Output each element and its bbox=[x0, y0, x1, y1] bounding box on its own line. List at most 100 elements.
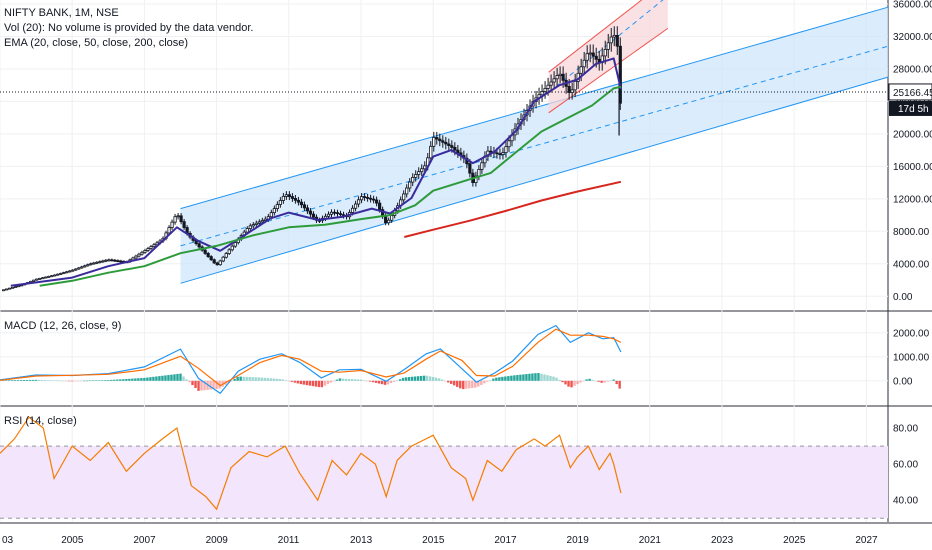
macd-histogram-bar bbox=[146, 377, 149, 381]
macd-histogram-bar bbox=[125, 379, 128, 381]
candle bbox=[41, 277, 45, 280]
macd-histogram-bar bbox=[612, 379, 615, 381]
time-tick-label: 2007 bbox=[133, 535, 156, 546]
macd-histogram-bar bbox=[13, 380, 17, 381]
countdown-badge-text: 17d 5h bbox=[898, 104, 929, 115]
candle bbox=[498, 153, 502, 156]
macd-histogram-bar bbox=[251, 377, 254, 381]
candle bbox=[77, 267, 81, 270]
candle bbox=[206, 252, 210, 257]
macd-histogram-bar bbox=[98, 380, 101, 381]
candle bbox=[227, 249, 231, 254]
time-tick-label: 2025 bbox=[783, 535, 806, 546]
candle bbox=[134, 255, 138, 259]
macd-histogram-bar bbox=[107, 380, 110, 381]
candle bbox=[62, 272, 66, 274]
macd-histogram-bar bbox=[398, 379, 402, 381]
macd-histogram-bar bbox=[326, 380, 330, 385]
candle bbox=[281, 196, 285, 201]
blue-channel-area bbox=[180, 7, 889, 284]
macd-histogram-bar bbox=[558, 379, 561, 381]
candle bbox=[140, 251, 144, 255]
candle bbox=[56, 273, 60, 276]
candle bbox=[290, 196, 294, 199]
last-price-badge[interactable] bbox=[888, 83, 932, 101]
macd-histogram-bar bbox=[447, 380, 450, 383]
time-tick-label: 2019 bbox=[567, 535, 590, 546]
volume-legend[interactable]: Vol (20): No volume is provided by the d… bbox=[4, 22, 254, 34]
candle bbox=[414, 174, 418, 178]
candle bbox=[293, 198, 297, 201]
macd-title[interactable]: MACD (12, 26, close, 9) bbox=[4, 320, 122, 332]
macd-histogram-bar bbox=[16, 380, 20, 381]
macd-histogram-bar bbox=[86, 380, 89, 382]
macd-histogram-bar bbox=[477, 380, 480, 387]
macd-histogram-bar bbox=[579, 380, 582, 383]
candle bbox=[251, 224, 255, 227]
macd-histogram-bar bbox=[582, 380, 585, 382]
macd-histogram-bar bbox=[594, 380, 597, 382]
rsi-band bbox=[0, 446, 888, 519]
macd-histogram-bar bbox=[254, 377, 257, 381]
macd-histogram-bar bbox=[299, 380, 303, 385]
candle bbox=[119, 260, 123, 263]
macd-histogram-bar bbox=[131, 378, 134, 381]
candle bbox=[489, 150, 493, 153]
rsi-title[interactable]: RSI (14, close) bbox=[4, 415, 77, 427]
macd-histogram-bar bbox=[176, 373, 179, 381]
candle bbox=[146, 248, 150, 251]
macd-histogram-bar bbox=[522, 374, 525, 381]
rsi-panel bbox=[0, 416, 888, 519]
macd-histogram-bar bbox=[55, 380, 59, 382]
candle bbox=[555, 75, 559, 80]
candle bbox=[447, 143, 451, 146]
macd-histogram-bar bbox=[320, 380, 324, 388]
macd-tick-label: 1000.00 bbox=[893, 352, 930, 363]
macd-histogram-bar bbox=[236, 376, 239, 381]
candle bbox=[260, 220, 264, 223]
macd-histogram-bar bbox=[149, 377, 152, 381]
macd-histogram-bar bbox=[425, 375, 429, 381]
time-tick-label: 2011 bbox=[278, 535, 300, 546]
macd-histogram-bar bbox=[335, 379, 339, 381]
macd-histogram-bar bbox=[371, 380, 375, 383]
macd-histogram-bar bbox=[365, 380, 369, 382]
candle bbox=[272, 208, 276, 214]
symbol-title[interactable]: NIFTY BANK, 1M, NSE bbox=[4, 7, 119, 19]
rsi-tick-label: 40.00 bbox=[893, 496, 918, 507]
candle bbox=[152, 244, 156, 248]
macd-histogram-bar bbox=[122, 379, 125, 381]
ema-200-line bbox=[404, 180, 622, 238]
macd-histogram-bar bbox=[31, 379, 35, 381]
candle bbox=[209, 256, 213, 261]
macd-histogram-bar bbox=[4, 380, 8, 381]
ema-legend[interactable]: EMA (20, close, 50, close, 200, close) bbox=[4, 37, 189, 49]
time-tick-label: 2027 bbox=[855, 535, 878, 546]
candle bbox=[495, 152, 499, 155]
candle bbox=[359, 196, 364, 201]
candle bbox=[543, 88, 547, 92]
macd-line bbox=[0, 324, 622, 395]
macd-histogram-bar bbox=[83, 380, 86, 382]
macd-histogram-bar bbox=[383, 380, 387, 385]
macd-histogram-bar bbox=[10, 380, 14, 381]
macd-histogram-bar bbox=[513, 375, 516, 381]
candle bbox=[167, 227, 171, 234]
time-tick-label: 2021 bbox=[639, 535, 662, 546]
macd-histogram-bar bbox=[52, 380, 56, 381]
macd-histogram-bar bbox=[362, 380, 366, 381]
rsi-tick-label: 60.00 bbox=[893, 460, 918, 471]
macd-histogram-bar bbox=[182, 376, 185, 381]
price-tick-label: 28000.00 bbox=[893, 64, 932, 75]
macd-histogram-bar bbox=[104, 380, 107, 381]
channel-upper-line bbox=[180, 6, 889, 210]
candle bbox=[230, 245, 234, 251]
candle bbox=[38, 277, 42, 280]
macd-histogram-bar bbox=[437, 378, 441, 381]
macd-histogram-bar bbox=[167, 375, 170, 381]
macd-histogram-bar bbox=[453, 380, 456, 386]
macd-histogram-bar bbox=[305, 380, 309, 386]
macd-histogram-bar bbox=[164, 375, 167, 381]
